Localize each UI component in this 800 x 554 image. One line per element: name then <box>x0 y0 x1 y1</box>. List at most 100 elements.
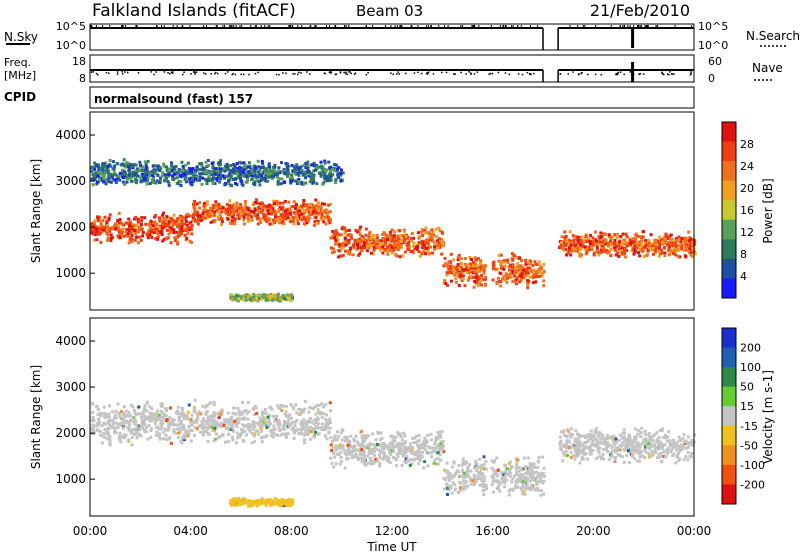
scatter-cell <box>360 237 364 241</box>
scatter-cell <box>292 436 296 440</box>
scatter-cell <box>124 221 128 225</box>
scatter-cell <box>312 422 316 426</box>
scatter-cell <box>217 415 221 419</box>
scatter-cell <box>320 415 324 419</box>
scatter-cell <box>188 424 191 428</box>
scatter-cell <box>417 250 421 254</box>
scatter-cell <box>652 252 655 256</box>
scatter-cell <box>341 241 345 245</box>
scatter-cell <box>561 247 565 251</box>
scatter-cell <box>171 168 175 172</box>
scatter-cell <box>317 165 321 169</box>
scatter-cell <box>629 242 633 246</box>
scatter-cell <box>106 233 110 237</box>
scatter-cell <box>222 424 226 428</box>
scatter-cell <box>596 242 600 245</box>
scatter-cell <box>341 243 345 247</box>
scatter-cell <box>96 423 100 427</box>
scatter-cell <box>634 237 637 241</box>
scatter-cell <box>240 212 244 216</box>
scatter-cell <box>127 226 131 230</box>
scatter-cell <box>473 256 477 260</box>
scatter-cell <box>642 230 646 234</box>
scatter-cell <box>253 440 257 444</box>
scatter-cell <box>128 229 132 233</box>
scatter-cell <box>350 236 353 240</box>
scatter-cell <box>185 414 189 418</box>
power-data <box>90 158 697 303</box>
scatter-cell <box>290 420 294 424</box>
scatter-cell <box>386 252 390 256</box>
scatter-cell <box>316 205 320 209</box>
scatter-cell <box>315 418 319 422</box>
scatter-cell <box>625 235 629 239</box>
scatter-cell <box>363 241 367 245</box>
scatter-cell <box>537 275 541 278</box>
scatter-cell <box>476 277 480 281</box>
scatter-cell <box>473 270 477 274</box>
scatter-cell <box>108 438 112 442</box>
scatter-cell <box>194 219 197 223</box>
scatter-cell <box>250 424 254 428</box>
scatter-cell <box>406 446 410 450</box>
scatter-cell <box>441 241 444 245</box>
scatter-cell <box>506 258 510 262</box>
scatter-cell <box>663 239 667 243</box>
scatter-cell <box>273 171 277 175</box>
scatter-cell <box>339 455 343 459</box>
scatter-cell <box>388 235 392 239</box>
scatter-cell <box>394 436 398 440</box>
scatter-cell <box>314 426 318 430</box>
scatter-cell <box>369 251 373 255</box>
scatter-cell <box>132 432 136 436</box>
scatter-cell <box>236 168 240 172</box>
scatter-cell <box>279 201 283 205</box>
scatter-cell <box>153 416 157 420</box>
scatter-cell <box>167 232 171 236</box>
scatter-cell <box>352 246 356 250</box>
scatter-cell <box>412 452 416 456</box>
scatter-cell <box>150 416 154 420</box>
scatter-cell <box>351 253 355 257</box>
scatter-cell <box>274 433 278 437</box>
scatter-cell <box>388 451 391 454</box>
scatter-cell <box>188 228 192 232</box>
scatter-cell <box>338 462 342 466</box>
scatter-cell <box>296 219 300 223</box>
scatter-cell <box>338 249 342 253</box>
scatter-cell <box>103 432 107 436</box>
scatter-cell <box>342 245 345 249</box>
scatter-cell <box>225 165 229 169</box>
scatter-cell <box>192 214 195 218</box>
scatter-cell <box>267 218 271 222</box>
scatter-cell <box>186 434 190 438</box>
scatter-cell <box>316 207 320 211</box>
scatter-cell <box>476 266 480 270</box>
scatter-cell <box>376 240 380 244</box>
scatter-cell <box>271 218 275 222</box>
nave-point <box>343 71 345 74</box>
scatter-cell <box>265 216 269 220</box>
scatter-cell <box>229 418 233 422</box>
scatter-cell <box>142 178 146 182</box>
scatter-cell <box>567 250 571 254</box>
colorbar-tick-label: 24 <box>740 160 754 173</box>
scatter-cell <box>616 244 620 248</box>
scatter-cell <box>218 180 222 184</box>
scatter-cell <box>150 178 154 182</box>
scatter-cell <box>371 448 375 451</box>
scatter-cell <box>166 180 170 184</box>
scatter-cell <box>474 258 478 262</box>
scatter-cell <box>569 253 573 257</box>
scatter-cell <box>130 165 134 169</box>
scatter-cell <box>95 428 99 432</box>
scatter-cell <box>201 212 205 216</box>
scatter-cell <box>120 230 124 234</box>
scatter-cell <box>227 440 230 444</box>
scatter-cell <box>441 244 445 248</box>
scatter-cell <box>416 231 420 235</box>
scatter-cell <box>291 205 295 208</box>
scatter-cell <box>114 416 118 420</box>
scatter-cell <box>189 176 193 180</box>
scatter-cell <box>131 420 135 424</box>
